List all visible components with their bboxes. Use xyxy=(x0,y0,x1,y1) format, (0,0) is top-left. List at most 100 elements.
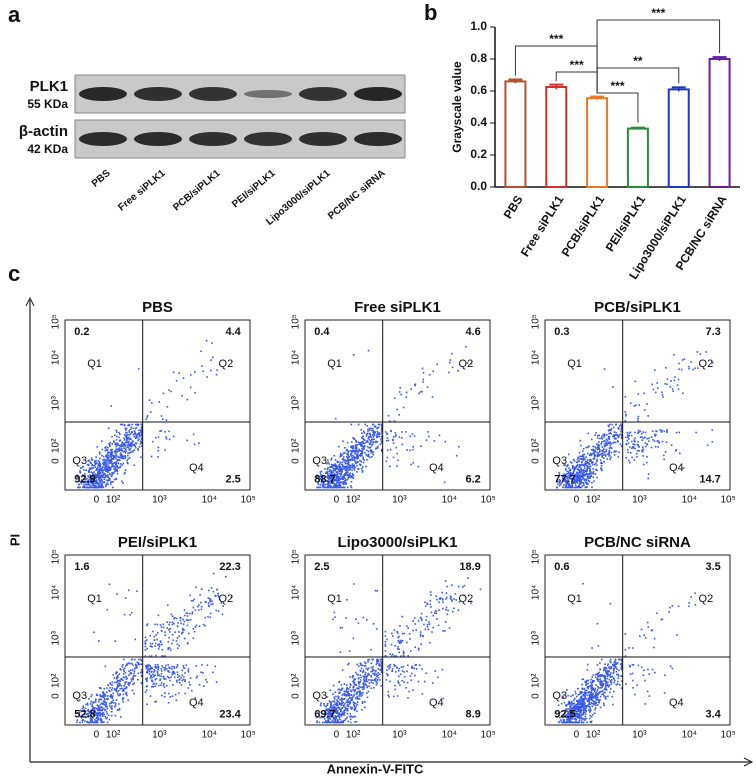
event-dot xyxy=(340,477,343,480)
event-dot xyxy=(343,698,346,700)
event-dot xyxy=(127,438,129,440)
event-dot xyxy=(678,368,680,370)
event-dot xyxy=(174,693,177,696)
event-dot xyxy=(328,716,331,718)
event-dot xyxy=(126,687,128,689)
event-dot xyxy=(160,668,163,670)
event-dot xyxy=(637,440,639,443)
event-dot xyxy=(323,713,325,715)
event-dot xyxy=(101,486,103,489)
event-dot xyxy=(389,448,392,451)
event-dot xyxy=(124,445,127,448)
event-dot xyxy=(366,669,369,671)
event-dot xyxy=(572,471,575,473)
event-dot xyxy=(115,672,117,675)
event-dot xyxy=(401,431,403,433)
event-dot xyxy=(127,436,129,439)
event-dot xyxy=(592,476,595,479)
event-dot xyxy=(101,467,103,470)
event-dot xyxy=(321,484,324,487)
event-dot xyxy=(386,433,388,435)
event-dot xyxy=(217,610,220,612)
event-dot xyxy=(566,475,569,478)
event-dot xyxy=(594,463,596,466)
event-dot xyxy=(564,709,567,712)
event-dot xyxy=(193,630,196,633)
event-dot xyxy=(327,477,329,480)
event-dot xyxy=(392,635,394,637)
event-dot xyxy=(620,668,623,671)
event-dot xyxy=(221,613,224,616)
event-dot xyxy=(338,707,341,709)
event-dot xyxy=(573,466,576,469)
event-dot xyxy=(115,456,117,458)
event-dot xyxy=(576,468,578,470)
event-dot xyxy=(596,476,598,479)
event-dot xyxy=(113,478,116,481)
event-dot xyxy=(337,484,340,487)
event-dot xyxy=(85,703,87,706)
event-dot xyxy=(327,467,329,469)
event-dot xyxy=(652,439,654,441)
event-dot xyxy=(112,454,114,457)
event-dot xyxy=(409,638,411,640)
event-dot xyxy=(200,588,203,590)
event-dot xyxy=(123,676,126,679)
event-dot xyxy=(380,667,383,670)
event-dot xyxy=(322,721,324,724)
event-dot xyxy=(93,479,95,482)
event-dot xyxy=(620,667,623,670)
event-dot xyxy=(218,598,221,600)
event-dot xyxy=(605,448,608,451)
event-dot xyxy=(345,482,347,484)
event-dot xyxy=(334,710,336,713)
event-dot xyxy=(428,623,431,625)
event-dot xyxy=(583,718,585,721)
event-dot xyxy=(620,664,623,667)
event-dot xyxy=(130,671,132,674)
event-dot xyxy=(557,721,560,724)
event-dot xyxy=(370,666,373,669)
event-dot xyxy=(339,481,342,484)
event-dot xyxy=(435,612,438,615)
event-dot xyxy=(109,441,111,444)
event-dot xyxy=(179,619,182,622)
event-dot xyxy=(109,467,112,469)
event-dot xyxy=(132,450,134,453)
event-dot xyxy=(107,483,109,486)
event-dot xyxy=(339,472,341,475)
event-dot xyxy=(594,454,597,457)
event-dot xyxy=(129,428,132,431)
event-dot xyxy=(328,478,331,481)
event-dot xyxy=(334,721,337,724)
event-dot xyxy=(405,431,407,433)
event-dot xyxy=(591,486,593,488)
event-dot xyxy=(347,700,349,702)
event-dot xyxy=(194,626,197,628)
event-dot xyxy=(340,470,343,472)
event-dot xyxy=(573,481,576,483)
event-dot xyxy=(110,475,113,477)
event-dot xyxy=(134,675,137,677)
event-dot xyxy=(375,447,377,450)
event-dot xyxy=(676,384,679,386)
event-dot xyxy=(121,456,124,458)
event-dot xyxy=(582,700,584,702)
event-dot xyxy=(620,425,623,428)
event-dot xyxy=(397,640,399,642)
event-dot xyxy=(586,483,588,485)
event-dot xyxy=(85,481,87,483)
event-dot xyxy=(429,603,432,606)
event-dot xyxy=(100,478,103,481)
event-dot xyxy=(341,461,344,463)
event-dot xyxy=(572,458,575,461)
event-dot xyxy=(84,720,86,722)
event-dot xyxy=(339,703,342,705)
event-dot xyxy=(323,721,326,724)
event-dot xyxy=(650,436,653,438)
event-dot xyxy=(376,660,378,663)
event-dot xyxy=(354,671,357,674)
event-dot xyxy=(574,479,576,481)
event-dot xyxy=(118,703,120,705)
event-dot xyxy=(131,658,134,661)
